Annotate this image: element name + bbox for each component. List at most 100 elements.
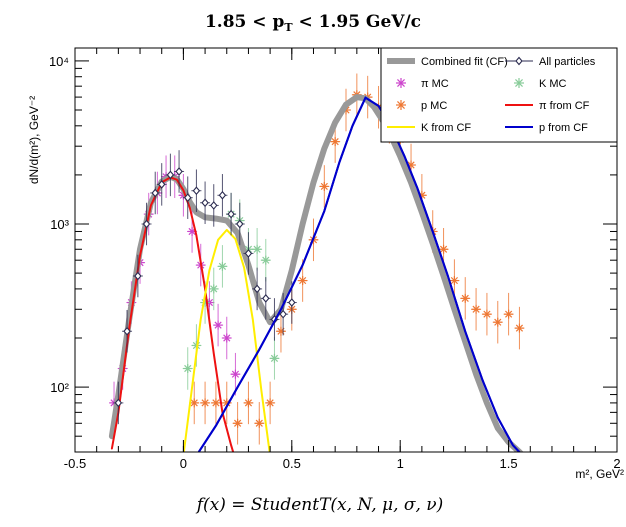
legend-item-7-label: p from CF [539, 122, 588, 134]
series-0-curve [108, 94, 524, 452]
plot-frame [74, 47, 618, 453]
series-7-point-13-marker-stroke [331, 138, 339, 146]
series-4-point-9-marker [192, 186, 201, 196]
y-tick-label-1: 10³ [50, 217, 69, 232]
series-7-point-1-marker [200, 398, 210, 408]
series-7-point-7 [265, 381, 276, 425]
series-5-point-14-marker-stroke [231, 370, 240, 378]
y-tick-label-0: 10² [50, 380, 69, 395]
legend-item-0-label: Combined fit (CF) [421, 56, 508, 68]
legend-item-3: K MC [514, 78, 567, 90]
series-5-point-14-marker [230, 369, 240, 379]
legend-item-1-swatch [515, 56, 523, 66]
series-4-point-10 [200, 181, 211, 225]
series-4-point-20-marker [288, 298, 296, 307]
legend-box [380, 47, 618, 143]
series-7-point-5-marker [243, 398, 253, 408]
title-part-2: p [272, 12, 284, 32]
series-7-point-23-marker-stroke [439, 245, 448, 253]
series-7-point-27-marker [482, 309, 492, 319]
series-7-point-2 [210, 381, 221, 425]
series-7-point-26-marker-stroke [472, 305, 480, 313]
legend: Combined fit (CF) All particles π MC K MC p … [380, 47, 618, 143]
series-4-point-13-marker [227, 209, 235, 219]
series-7-point-25-marker-stroke [461, 294, 469, 302]
x-tick-label-5: 2 [613, 456, 620, 471]
series-4-point-14 [234, 202, 245, 246]
series-4-point-10-marker [201, 198, 209, 208]
series-6-point-9 [260, 238, 271, 282]
series-4-point-5 [156, 163, 167, 206]
series-7-point-30 [514, 306, 525, 350]
series-7-point-29 [503, 292, 514, 336]
series-7-point-4-marker-stroke [233, 419, 242, 427]
series-5-point-13 [221, 316, 232, 360]
series-7-point-26 [471, 288, 482, 331]
series-4-point-19 [278, 292, 289, 336]
series-7-point-27 [481, 292, 492, 336]
p-from-cf-overlay [197, 96, 521, 452]
legend-item-2-label: π MC [421, 78, 449, 90]
legend-item-7: p from CF [505, 122, 588, 134]
series-4-point-17 [260, 277, 271, 320]
series-6-point-3 [208, 267, 219, 311]
series-7-point-2-marker [211, 398, 221, 408]
series-6-point-8 [252, 228, 263, 271]
series-7-point-13-marker [330, 137, 340, 147]
series-7-point-25-marker [460, 293, 470, 303]
x-tick-label-4: 1.5 [500, 456, 518, 471]
series-5-point-14 [230, 352, 241, 396]
series-4-point-0 [113, 381, 124, 425]
series-5-point-12 [213, 303, 224, 347]
legend-item-3-swatch [514, 78, 524, 88]
series-4-point-6-marker [166, 170, 175, 180]
series-4-point-16-marker [253, 284, 261, 294]
series-4-point-8-marker [184, 193, 192, 203]
series-7-point-25 [460, 277, 471, 320]
series-7-point-6-marker [254, 418, 264, 428]
series-7-point-29-marker-stroke [504, 310, 513, 318]
series-4-point-17-marker [262, 294, 270, 303]
series-4-point-1-marker [123, 326, 131, 336]
series-7-point-30-marker-stroke [515, 324, 524, 332]
x-tick-label-1: 0 [180, 456, 187, 471]
series-7-point-28-marker [493, 317, 503, 327]
series-4-point-19-marker [279, 309, 287, 319]
series-4-point-12-marker [218, 190, 227, 200]
series-4-point-9 [191, 169, 202, 212]
series-6-point-10 [269, 337, 280, 380]
series-7-point-12-marker [319, 181, 329, 191]
series-4-point-0-marker [114, 398, 123, 408]
title-part-1: 1.85 < [205, 12, 273, 32]
series-6-point-9-marker [261, 255, 271, 265]
series-4-point-12 [217, 174, 228, 217]
series-2-curve [182, 228, 271, 452]
legend-item-2: π MC [396, 78, 449, 90]
series-5-point-13-marker-stroke [223, 334, 231, 342]
series-4-point-2-marker [134, 271, 142, 281]
series-6-point-10-marker [269, 353, 279, 363]
series-7-point-5-marker-stroke [244, 399, 253, 407]
series-7-point-10 [297, 259, 308, 302]
y-axis-label: dN/d(m²), GeV⁻² [27, 96, 41, 184]
series-7-point-24-marker-stroke [450, 276, 459, 285]
legend-item-4-swatch [396, 100, 406, 110]
series-7-point-26-marker [471, 304, 481, 314]
series-4-point-7-marker [175, 167, 183, 176]
series-7-point-7-marker [265, 398, 275, 408]
series-7-point-0-marker [189, 398, 199, 408]
series-6-point-4-marker-stroke [218, 262, 227, 270]
series-4-point-2 [132, 254, 143, 298]
legend-item-1: All particles [505, 56, 596, 68]
x-tick-label-0: -0.5 [64, 456, 86, 471]
legend-item-5: π from CF [505, 100, 590, 112]
series-7-point-27-marker-stroke [483, 310, 491, 318]
series-7-point-2-marker-stroke [212, 399, 220, 407]
series-4-point-11 [208, 184, 219, 227]
series-7-point-4-marker [233, 418, 243, 428]
series-7-point-12-marker-stroke [320, 182, 328, 191]
series-7-point-6-marker-stroke [255, 419, 263, 427]
series-7-point-4 [232, 402, 243, 445]
series-6-point-10-marker-stroke [270, 354, 279, 362]
